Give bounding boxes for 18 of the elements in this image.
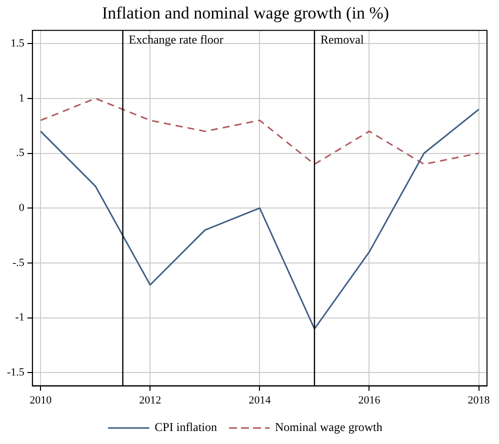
- y-tick-label: -.5: [12, 256, 25, 269]
- ref-line-label: Removal: [320, 32, 364, 47]
- y-tick-label: .5: [16, 147, 25, 160]
- legend-label: CPI inflation: [154, 420, 218, 434]
- ref-line-label: Exchange rate floor: [128, 32, 224, 47]
- x-tick-label: 2012: [139, 394, 162, 406]
- y-tick-label: -1.5: [6, 366, 25, 379]
- y-tick-label: 0: [18, 202, 25, 214]
- x-tick-label: 2014: [248, 394, 272, 406]
- legend-label: Nominal wage growth: [275, 420, 382, 434]
- line-series: [40, 98, 480, 165]
- chart-title: Inflation and nominal wage growth (in %): [102, 4, 390, 23]
- y-tick-label: 1.5: [10, 37, 25, 50]
- y-tick-label: 1: [18, 92, 24, 104]
- y-tick-label: -1: [15, 312, 24, 324]
- x-tick-label: 2018: [468, 394, 490, 406]
- x-tick-label: 2010: [30, 394, 52, 406]
- x-tick-label: 2016: [358, 394, 381, 406]
